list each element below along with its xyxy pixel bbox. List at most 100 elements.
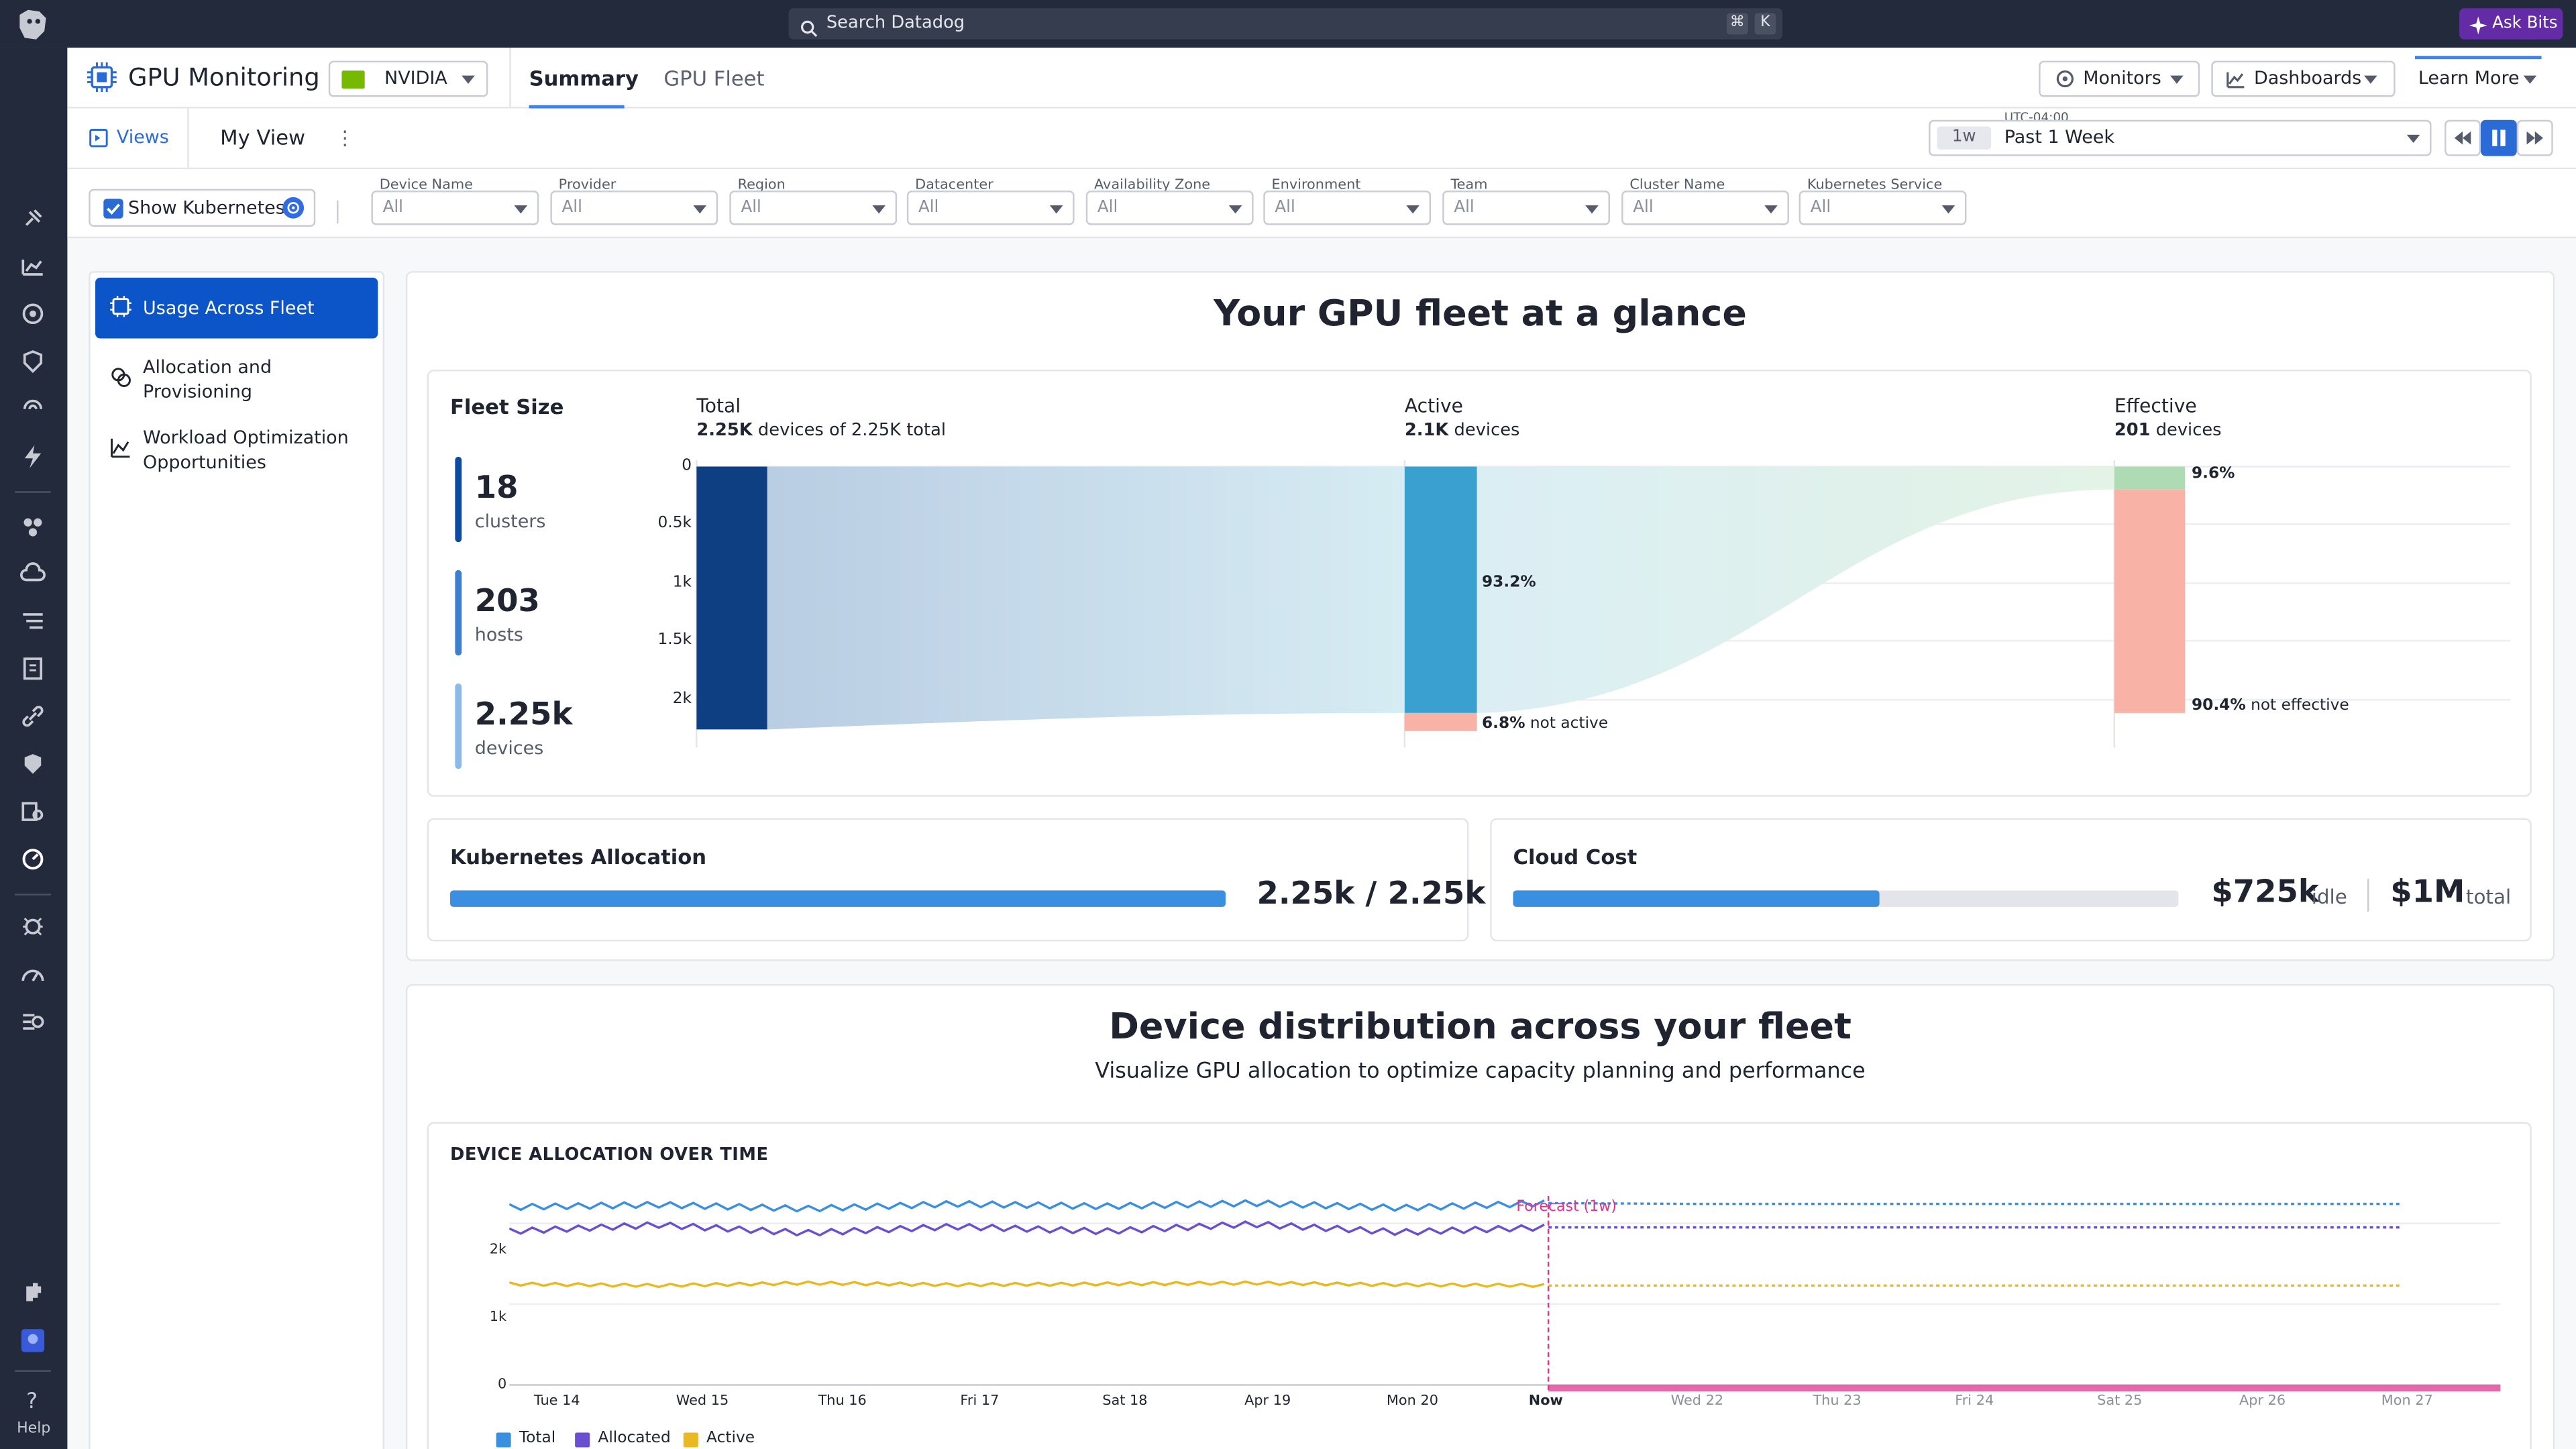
series-line-allocated[interactable] bbox=[509, 1220, 1545, 1237]
cloud-cost-bar bbox=[1513, 890, 2179, 907]
not-effective-pct-value: 90.4% bbox=[2191, 696, 2246, 715]
section-title: Your GPU fleet at a glance bbox=[1214, 294, 1747, 335]
infrastructure-icon[interactable] bbox=[19, 513, 46, 539]
x-tick-label: Apr 19 bbox=[1244, 1393, 1291, 1410]
chevron-down-icon bbox=[514, 205, 528, 214]
not-effective-text: not effective bbox=[2245, 696, 2349, 715]
learn-more-accent bbox=[2415, 56, 2542, 60]
filter-select[interactable]: All bbox=[1442, 191, 1611, 225]
investigate-icon[interactable] bbox=[19, 798, 46, 824]
y-tick-label: 0 bbox=[498, 1377, 507, 1393]
link-icon[interactable] bbox=[19, 703, 46, 729]
lightning-icon[interactable] bbox=[19, 443, 46, 470]
tab-summary[interactable]: Summary bbox=[529, 65, 639, 91]
chevron-down-icon bbox=[2170, 75, 2184, 84]
help-icon[interactable]: ? bbox=[19, 1387, 46, 1413]
more-options-icon[interactable]: ⋮ bbox=[335, 126, 355, 150]
filter-select[interactable]: All bbox=[1621, 191, 1789, 225]
synthetics-icon[interactable] bbox=[19, 846, 46, 872]
learn-more-label: Learn More bbox=[2418, 67, 2520, 89]
vendor-select[interactable]: NVIDIA bbox=[328, 60, 488, 97]
fast-forward-button[interactable] bbox=[2516, 119, 2553, 156]
sankey-bar-effective[interactable] bbox=[2114, 466, 2186, 490]
notebook-icon[interactable] bbox=[19, 655, 46, 682]
sankey-effective-heading: Effective bbox=[2114, 394, 2197, 418]
series-line-total[interactable] bbox=[509, 1199, 1545, 1213]
search-input[interactable]: Search Datadog ⌘ K bbox=[788, 8, 1783, 40]
sankey-total-text: devices of 2.25K total bbox=[752, 420, 947, 441]
menu-item-usage-across-fleet[interactable]: Usage Across Fleet bbox=[95, 277, 378, 339]
tab-gpu-fleet[interactable]: GPU Fleet bbox=[663, 65, 765, 91]
filter-select[interactable]: All bbox=[906, 191, 1075, 225]
sankey-bar-not-effective[interactable] bbox=[2114, 489, 2186, 713]
legend-label: Total bbox=[519, 1429, 556, 1448]
filter-select[interactable]: All bbox=[1085, 191, 1254, 225]
stat-clusters-label: clusters bbox=[474, 511, 546, 533]
pin-icon[interactable] bbox=[19, 205, 46, 231]
chevron-down-icon bbox=[1406, 205, 1419, 214]
divider bbox=[337, 200, 339, 224]
show-kubernetes-toggle[interactable]: Show Kubernetes bbox=[89, 189, 316, 227]
sankey-bar-total[interactable] bbox=[696, 466, 767, 730]
cloud-cost-idle-label: idle bbox=[2311, 885, 2347, 909]
nav-divider bbox=[15, 1370, 51, 1372]
monitors-label: Monitors bbox=[2083, 67, 2161, 89]
chevron-down-icon bbox=[872, 205, 886, 214]
pause-button[interactable] bbox=[2480, 119, 2517, 156]
kubernetes-allocation-card bbox=[427, 818, 1469, 942]
cloud-icon[interactable] bbox=[19, 560, 46, 586]
sankey-bar-active[interactable] bbox=[1404, 466, 1477, 713]
logs-icon[interactable] bbox=[19, 608, 46, 634]
monitors-button[interactable]: Monitors bbox=[2039, 60, 2200, 97]
kubernetes-icon bbox=[282, 197, 305, 219]
kubernetes-allocation-bar bbox=[450, 890, 1226, 907]
sankey-active-heading: Active bbox=[1404, 394, 1464, 418]
chevron-down-icon bbox=[1228, 205, 1242, 214]
vendor-value: NVIDIA bbox=[384, 67, 447, 89]
pipeline-icon[interactable] bbox=[19, 1009, 46, 1035]
shield-icon[interactable] bbox=[19, 751, 46, 777]
bug-icon[interactable] bbox=[19, 914, 46, 940]
menu-item-workload-optimization[interactable]: Workload Optimization Opportunities bbox=[95, 425, 378, 478]
user-avatar-icon[interactable] bbox=[19, 1328, 46, 1354]
help-label[interactable]: Help bbox=[17, 1421, 51, 1438]
stat-accent bbox=[455, 456, 462, 543]
filter-select[interactable]: All bbox=[550, 191, 718, 225]
x-tick-label: Sat 18 bbox=[1102, 1393, 1148, 1410]
dashboards-icon[interactable] bbox=[19, 253, 46, 279]
filter-select[interactable]: All bbox=[1263, 191, 1432, 225]
filter-select[interactable]: All bbox=[371, 191, 539, 225]
time-range-select[interactable]: 1w Past 1 Week bbox=[1929, 119, 2432, 156]
fast-forward-icon bbox=[2526, 131, 2544, 145]
sankey-effective-pct: 9.6% bbox=[2192, 465, 2235, 483]
rewind-button[interactable] bbox=[2445, 119, 2481, 156]
gauge-icon[interactable] bbox=[19, 961, 46, 987]
shortcut-key: ⌘ bbox=[1726, 13, 1748, 35]
checkbox-checked[interactable] bbox=[103, 199, 123, 219]
saved-view-name[interactable]: My View bbox=[220, 125, 306, 150]
sankey-active-text: devices bbox=[1448, 420, 1520, 441]
filter-value: All bbox=[741, 199, 761, 217]
integrations-icon[interactable] bbox=[19, 1280, 46, 1306]
dashboards-icon bbox=[2226, 69, 2245, 94]
security-icon[interactable] bbox=[19, 348, 46, 374]
sankey-y-tick: 0.5k bbox=[657, 514, 692, 533]
forecast-label: Forecast (1w) bbox=[1516, 1199, 1617, 1216]
filter-select[interactable]: All bbox=[1799, 191, 1967, 225]
chevron-down-icon[interactable] bbox=[2523, 75, 2537, 84]
views-icon bbox=[89, 128, 108, 153]
sankey-bar-not-active[interactable] bbox=[1404, 712, 1477, 731]
ask-bits-button[interactable]: Ask Bits bbox=[2459, 8, 2563, 40]
filter-select[interactable]: All bbox=[729, 191, 898, 225]
learn-more-button[interactable]: Learn More bbox=[2418, 67, 2520, 89]
series-line-active[interactable] bbox=[509, 1280, 1545, 1289]
datadog-logo[interactable] bbox=[13, 5, 53, 44]
menu-item-allocation-provisioning[interactable]: Allocation and Provisioning bbox=[95, 355, 378, 407]
divider bbox=[187, 108, 189, 170]
chevron-down-icon bbox=[2406, 134, 2420, 144]
monitors-icon[interactable] bbox=[19, 301, 46, 327]
gpu-chip-icon bbox=[87, 62, 117, 99]
apm-icon[interactable] bbox=[19, 396, 46, 422]
dashboards-button[interactable]: Dashboards bbox=[2211, 60, 2396, 97]
x-tick-label: Mon 20 bbox=[1386, 1393, 1438, 1410]
